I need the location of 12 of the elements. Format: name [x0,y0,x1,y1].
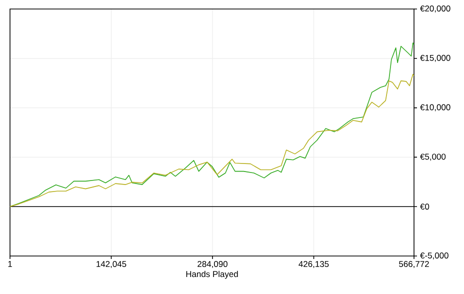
y-tick-label: €0 [420,204,430,210]
x-tick-label: 142,045 [96,261,126,268]
y-tick-label: €20,000 [420,6,450,12]
x-tick-label: 1 [8,261,12,267]
x-tick-label: 566,772 [399,261,429,268]
y-tick-label: €-5,000 [420,252,448,260]
y-tick-label: €10,000 [420,104,450,112]
x-tick-label: 426,135 [298,261,329,268]
x-axis-title: Hands Played [186,270,238,279]
x-tick-label: 284,090 [198,261,228,268]
y-tick-label: €15,000 [420,54,450,62]
y-tick-label: €5,000 [420,154,446,161]
